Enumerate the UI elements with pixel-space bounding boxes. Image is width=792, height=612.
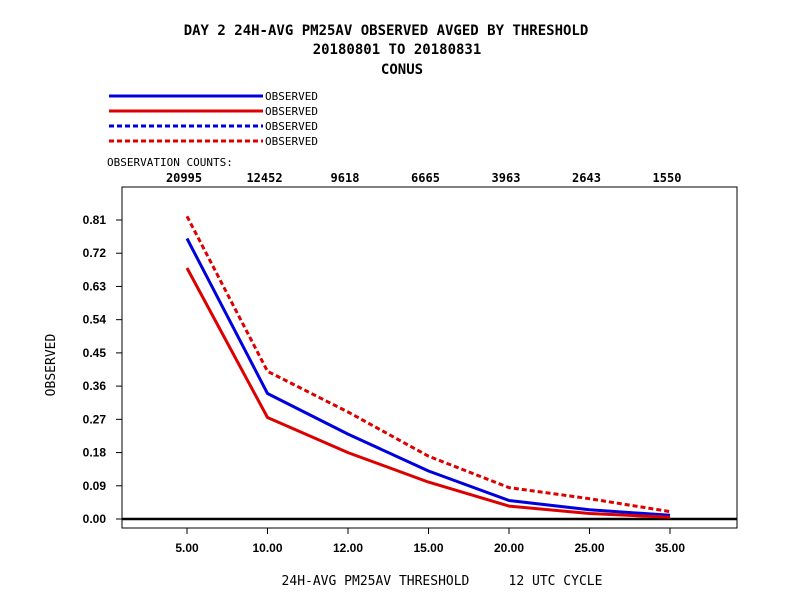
y-axis-label: OBSERVED	[44, 334, 59, 397]
observation-counts: 20995 12452 9618 6665 3963 2643 1550	[166, 171, 682, 185]
x-tick-label: 5.00	[175, 541, 199, 555]
y-tick-label: 0.81	[83, 213, 107, 227]
y-tick-label: 0.54	[83, 313, 107, 327]
chart-title-line1: DAY 2 24H-AVG PM25AV OBSERVED AVGED BY T…	[184, 23, 589, 39]
legend: OBSERVED OBSERVED OBSERVED OBSERVED	[109, 90, 318, 148]
legend-label: OBSERVED	[265, 105, 318, 118]
y-tick-label: 0.45	[83, 346, 107, 360]
legend-label: OBSERVED	[265, 135, 318, 148]
x-tick-label: 35.00	[655, 541, 685, 555]
observation-count: 9618	[331, 171, 360, 185]
x-tick-label: 15.00	[413, 541, 443, 555]
x-tick-label: 20.00	[494, 541, 524, 555]
observation-count: 12452	[246, 171, 282, 185]
y-tick-label: 0.00	[83, 512, 107, 526]
chart-title-line3: CONUS	[381, 62, 423, 78]
series-line	[185, 237, 671, 517]
x-tick-label: 12.00	[333, 541, 363, 555]
y-tick-label: 0.09	[83, 479, 107, 493]
legend-label: OBSERVED	[265, 120, 318, 133]
series-lines	[185, 215, 671, 519]
series-line	[185, 215, 671, 514]
y-tick-label: 0.36	[83, 379, 107, 393]
x-axis: 5.00 10.00 12.00 15.00 20.00 25.00 35.00	[175, 528, 685, 555]
observation-count: 3963	[492, 171, 521, 185]
x-tick-label: 10.00	[252, 541, 282, 555]
y-tick-label: 0.27	[83, 412, 107, 426]
chart-title-line2: 20180801 TO 20180831	[313, 42, 482, 58]
series-line	[185, 267, 671, 519]
observation-counts-label: OBSERVATION COUNTS:	[107, 156, 233, 169]
y-tick-label: 0.72	[83, 246, 107, 260]
observation-count: 1550	[653, 171, 682, 185]
y-tick-label: 0.18	[83, 446, 107, 460]
x-tick-label: 25.00	[574, 541, 604, 555]
y-tick-label: 0.63	[83, 279, 107, 293]
observation-count: 2643	[572, 171, 601, 185]
y-axis: 0.00 0.09 0.18 0.27 0.36 0.45 0.54 0.63 0.72 0.81	[83, 213, 122, 526]
legend-label: OBSERVED	[265, 90, 318, 103]
observation-count: 6665	[411, 171, 440, 185]
observation-count: 20995	[166, 171, 202, 185]
x-axis-label: 24H-AVG PM25AV THRESHOLD 12 UTC CYCLE	[282, 574, 603, 589]
plot-frame	[121, 186, 738, 529]
